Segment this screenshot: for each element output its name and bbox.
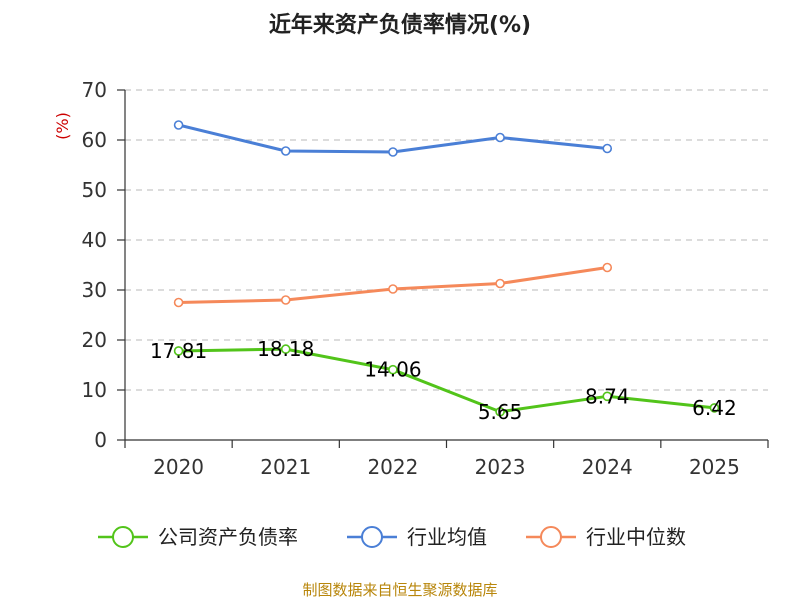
y-tick-label: 60 xyxy=(82,128,107,152)
x-tick-label: 2023 xyxy=(475,455,526,479)
source-note: 制图数据来自恒生聚源数据库 xyxy=(302,581,497,599)
data-label: 6.42 xyxy=(692,396,737,420)
data-point[interactable] xyxy=(602,262,613,273)
data-point[interactable] xyxy=(495,278,505,289)
data-point[interactable] xyxy=(709,403,720,413)
legend-label: 行业均值 xyxy=(407,525,487,549)
y-tick-label: 30 xyxy=(82,278,107,302)
data-point[interactable] xyxy=(280,295,291,305)
data-point[interactable] xyxy=(173,120,184,130)
series-line-0 xyxy=(178,347,715,414)
legend-marker xyxy=(112,526,134,548)
data-point[interactable] xyxy=(602,391,613,402)
data-point[interactable] xyxy=(280,146,291,156)
data-label: 14.06 xyxy=(364,358,421,382)
legend-marker xyxy=(361,526,383,548)
data-point[interactable] xyxy=(173,297,184,308)
data-point[interactable] xyxy=(495,132,505,143)
data-point[interactable] xyxy=(602,143,613,154)
data-point[interactable] xyxy=(388,364,398,375)
data-point[interactable] xyxy=(388,284,398,294)
y-tick-label: 70 xyxy=(82,78,107,102)
legend-marker xyxy=(540,526,562,548)
data-label: 8.74 xyxy=(585,384,630,408)
y-tick-label: 10 xyxy=(82,378,107,402)
legend-label: 行业中位数 xyxy=(586,525,686,549)
data-point[interactable] xyxy=(388,147,398,157)
series-lines xyxy=(173,120,720,417)
data-label: 17.81 xyxy=(150,339,207,363)
data-label: 18.18 xyxy=(257,337,314,361)
y-tick-label: 20 xyxy=(82,328,107,352)
y-tick-label: 50 xyxy=(82,178,107,202)
data-point[interactable] xyxy=(495,406,505,417)
legend-label: 公司资产负债率 xyxy=(158,525,298,549)
y-axis-unit: (%) xyxy=(53,112,72,140)
data-point[interactable] xyxy=(280,344,291,354)
x-tick-label: 2021 xyxy=(260,455,311,479)
x-tick-label: 2022 xyxy=(367,455,418,479)
tick-labels: 0 10 20 30 40 50 60 70 2020 2021 2022 2023 2024 2025 xyxy=(82,78,740,479)
data-labels: 17.81 18.18 14.06 5.65 8.74 6.42 xyxy=(150,337,737,424)
data-point[interactable] xyxy=(173,346,184,356)
y-tick-label: 40 xyxy=(82,228,107,252)
axes xyxy=(117,89,769,448)
data-label: 5.65 xyxy=(478,400,523,424)
x-tick-label: 2024 xyxy=(582,455,633,479)
chart-title: 近年来资产负债率情况(%) xyxy=(269,12,531,38)
x-tick-label: 2020 xyxy=(153,455,204,479)
y-tick-label: 0 xyxy=(94,428,107,452)
legend: 公司资产负债率 行业均值 行业中位数 xyxy=(98,525,686,549)
x-tick-label: 2025 xyxy=(689,455,740,479)
